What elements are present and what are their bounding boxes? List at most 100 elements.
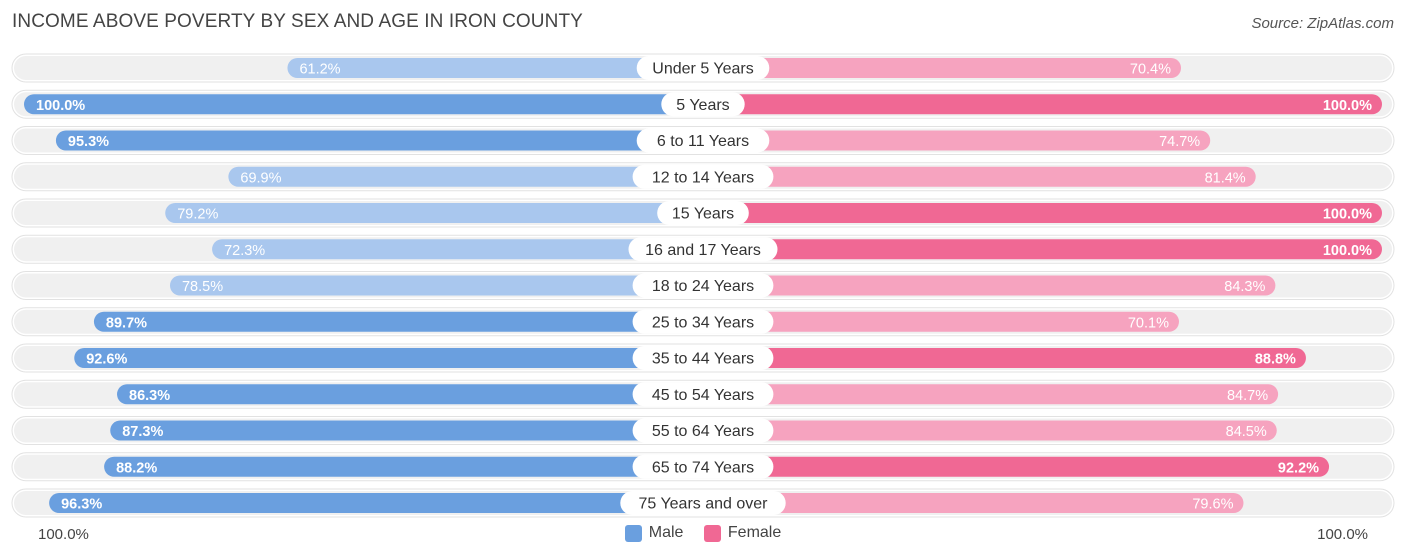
bar-row[interactable]: 100.0% 100.0% 5 Years <box>11 89 1395 119</box>
category-label: 18 to 24 Years <box>652 278 754 295</box>
male-bar <box>110 420 703 441</box>
male-value-label: 87.3% <box>122 424 163 440</box>
male-bar <box>169 275 704 296</box>
bar-row[interactable]: 95.3% 74.7% 6 to 11 Years <box>11 126 1395 155</box>
legend-item-female[interactable]: Female <box>703 524 782 542</box>
legend-label-female: Female <box>727 524 782 541</box>
male-value-label: 79.2% <box>177 207 218 223</box>
female-value-label: 100.0% <box>1323 243 1372 259</box>
bar-row[interactable]: 86.3% 84.7% 45 to 54 Years <box>11 379 1395 409</box>
male-value-label: 88.2% <box>116 460 157 476</box>
female-bar <box>703 493 1244 513</box>
category-pill <box>632 346 774 370</box>
female-value-label: 84.3% <box>1224 279 1265 295</box>
female-bar <box>703 239 1382 260</box>
category-pill <box>632 309 774 334</box>
male-bar <box>104 456 703 477</box>
category-pill <box>632 273 774 298</box>
female-value-label: 88.8% <box>1255 352 1296 368</box>
male-value-label: 69.9% <box>240 170 281 186</box>
legend-item-male[interactable]: Male <box>624 524 684 542</box>
female-bar <box>703 58 1182 78</box>
male-value-label: 92.6% <box>86 352 127 368</box>
category-label: 25 to 34 Years <box>652 314 754 331</box>
male-bar <box>49 493 704 513</box>
bar-row[interactable]: 72.3% 100.0% 16 and 17 Years <box>11 234 1395 264</box>
female-value-label: 92.2% <box>1278 460 1319 476</box>
female-value-label: 70.1% <box>1128 315 1169 331</box>
category-label: 16 and 17 Years <box>645 242 761 259</box>
bar-chart: 61.2% 70.4% Under 5 Years 100.0% 100.0% 5 Yea… <box>11 53 1395 518</box>
bar-row[interactable]: 61.2% 70.4% Under 5 Years <box>11 53 1395 83</box>
category-pill <box>657 201 749 225</box>
category-label: 5 Years <box>676 97 729 114</box>
category-pill <box>632 454 774 479</box>
category-label: 12 to 14 Years <box>652 169 754 186</box>
female-value-label: 84.7% <box>1227 388 1268 404</box>
bar-row[interactable]: 92.6% 88.8% 35 to 44 Years <box>11 343 1395 373</box>
male-value-label: 72.3% <box>224 243 265 259</box>
female-bar <box>703 348 1306 368</box>
male-value-label: 78.5% <box>182 279 223 295</box>
female-bar <box>703 420 1277 441</box>
female-bar <box>703 384 1279 405</box>
category-pill <box>661 92 745 117</box>
male-value-label: 100.0% <box>36 98 85 114</box>
category-label: 65 to 74 Years <box>652 459 754 476</box>
category-label: 35 to 44 Years <box>652 351 754 368</box>
male-value-label: 96.3% <box>61 497 102 513</box>
category-pill <box>632 382 774 407</box>
male-value-label: 86.3% <box>129 388 170 404</box>
axis-left-label: 100.0% <box>38 526 89 543</box>
female-bar <box>703 130 1211 151</box>
legend-swatch-male <box>624 524 642 542</box>
category-label: Under 5 Years <box>652 61 753 78</box>
male-bar <box>74 348 704 368</box>
male-bar <box>165 203 703 223</box>
category-label: 55 to 64 Years <box>652 423 754 440</box>
male-bar <box>93 311 703 332</box>
legend-label-male: Male <box>648 524 684 541</box>
male-bar <box>212 239 703 260</box>
category-pill <box>632 418 774 443</box>
male-bar <box>117 384 703 405</box>
female-bar <box>703 166 1256 187</box>
category-pill <box>636 56 770 80</box>
bar-row[interactable]: 69.9% 81.4% 12 to 14 Years <box>11 162 1395 192</box>
bar-row[interactable]: 78.5% 84.3% 18 to 24 Years <box>11 271 1395 300</box>
bar-row[interactable]: 96.3% 79.6% 75 Years and over <box>11 488 1395 518</box>
female-bar <box>703 456 1330 477</box>
female-value-label: 74.7% <box>1159 134 1200 150</box>
bar-row[interactable]: 89.7% 70.1% 25 to 34 Years <box>11 307 1395 337</box>
category-pill <box>620 491 786 515</box>
female-value-label: 100.0% <box>1323 207 1372 223</box>
bar-row[interactable]: 87.3% 84.5% 55 to 64 Years <box>11 416 1395 445</box>
legend-swatch-female <box>703 524 721 542</box>
axis-right-label: 100.0% <box>1317 526 1368 543</box>
female-value-label: 79.6% <box>1192 497 1233 513</box>
female-bar <box>703 311 1179 332</box>
category-label: 15 Years <box>672 206 734 223</box>
source-label: Source: ZipAtlas.com <box>1251 15 1394 32</box>
male-value-label: 61.2% <box>299 62 340 78</box>
category-label: 45 to 54 Years <box>652 387 754 404</box>
female-bar <box>703 203 1382 223</box>
male-bar <box>55 130 703 151</box>
category-pill <box>632 164 774 189</box>
female-value-label: 70.4% <box>1130 62 1171 78</box>
category-label: 75 Years and over <box>639 496 769 513</box>
male-bar <box>24 94 703 115</box>
male-bar <box>228 166 703 187</box>
bar-row[interactable]: 79.2% 100.0% 15 Years <box>11 198 1395 228</box>
chart-title: INCOME ABOVE POVERTY BY SEX AND AGE IN I… <box>12 11 583 32</box>
male-value-label: 89.7% <box>106 315 147 331</box>
female-value-label: 100.0% <box>1323 98 1372 114</box>
male-value-label: 95.3% <box>68 134 109 150</box>
female-value-label: 84.5% <box>1226 424 1267 440</box>
category-pill <box>628 237 778 262</box>
bar-row[interactable]: 88.2% 92.2% 65 to 74 Years <box>11 452 1395 482</box>
legend: Male Female <box>0 524 1406 547</box>
male-bar <box>287 58 703 78</box>
female-bar <box>703 275 1276 296</box>
female-bar <box>703 94 1382 115</box>
